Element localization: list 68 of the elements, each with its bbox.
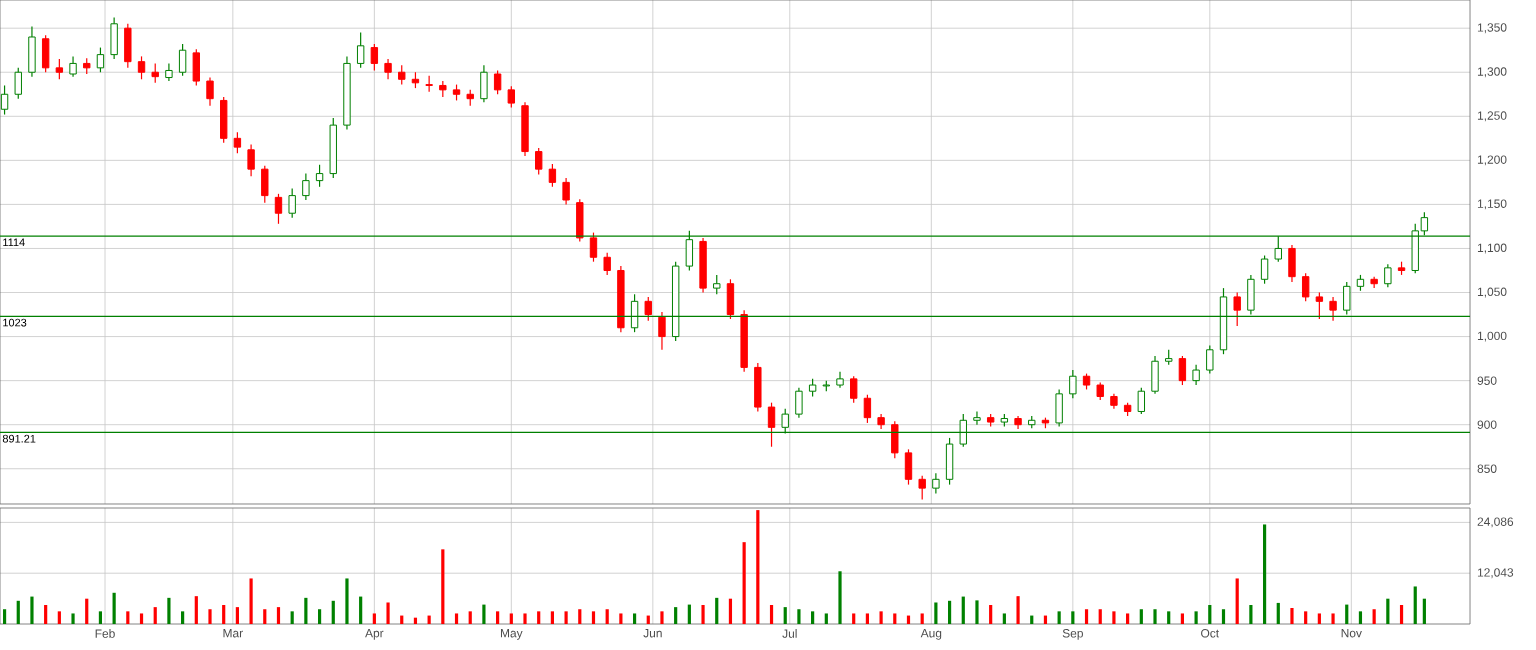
candlestick — [1315, 291, 1324, 320]
candlestick — [110, 17, 118, 60]
candlestick — [699, 237, 707, 294]
candlestick — [124, 23, 132, 69]
candlestick — [1137, 387, 1146, 415]
candlestick — [603, 252, 611, 276]
candlestick — [384, 58, 392, 80]
candlestick — [726, 278, 735, 320]
candlestick — [863, 394, 872, 424]
candlestick — [302, 172, 310, 201]
candlestick — [69, 55, 77, 78]
candlestick — [1301, 272, 1310, 302]
candlestick — [754, 362, 762, 413]
candlestick — [521, 101, 529, 157]
candlestick — [932, 472, 940, 495]
candlestick — [220, 96, 228, 144]
candlestick — [1055, 388, 1063, 428]
candlestick — [0, 84, 9, 116]
candlestick — [891, 420, 899, 459]
candlestick — [1233, 291, 1241, 327]
candlestick — [1151, 355, 1159, 395]
candlestick — [576, 198, 584, 243]
candlestick — [261, 165, 269, 204]
candlestick — [507, 85, 516, 109]
candlestick — [425, 75, 433, 93]
candlestick — [973, 410, 981, 426]
candlestick — [1288, 244, 1296, 283]
candlestick — [480, 64, 488, 103]
candlestick — [151, 62, 159, 84]
candlestick — [274, 193, 283, 225]
candlestick — [1329, 296, 1337, 322]
candlestick — [192, 48, 200, 87]
candlestick — [1178, 355, 1187, 386]
candlestick — [315, 164, 324, 188]
candlestick — [562, 177, 570, 206]
candlestick — [1192, 364, 1200, 386]
candlestick — [356, 31, 365, 69]
candlestick — [904, 448, 913, 486]
candlestick — [850, 375, 858, 404]
candlestick — [945, 437, 954, 486]
candlestick — [288, 187, 296, 219]
candlestick — [589, 232, 598, 263]
candlestick — [1260, 254, 1269, 285]
candlestick — [137, 55, 146, 80]
candlestick — [548, 163, 557, 188]
candlestick — [233, 131, 242, 154]
candlestick — [178, 43, 187, 77]
candlestick — [713, 274, 721, 295]
candlestick — [1384, 263, 1392, 288]
candlestick — [370, 43, 379, 72]
candlestick — [644, 296, 652, 322]
candlestick — [535, 147, 543, 176]
candlestick — [206, 76, 214, 107]
candlestick — [767, 402, 776, 448]
candlestick — [918, 475, 926, 501]
candlestick — [795, 387, 803, 419]
candlestick — [658, 311, 666, 351]
candlestick — [247, 143, 255, 177]
candlestick — [28, 25, 36, 78]
candlestick — [41, 34, 50, 73]
candlestick — [14, 67, 22, 100]
candlestick — [55, 58, 64, 80]
candlestick — [165, 62, 173, 82]
candlestick — [96, 46, 105, 73]
candlestick — [1069, 369, 1077, 399]
candlestick — [493, 69, 502, 95]
candlestick — [398, 64, 406, 86]
candlestick — [1206, 344, 1214, 375]
